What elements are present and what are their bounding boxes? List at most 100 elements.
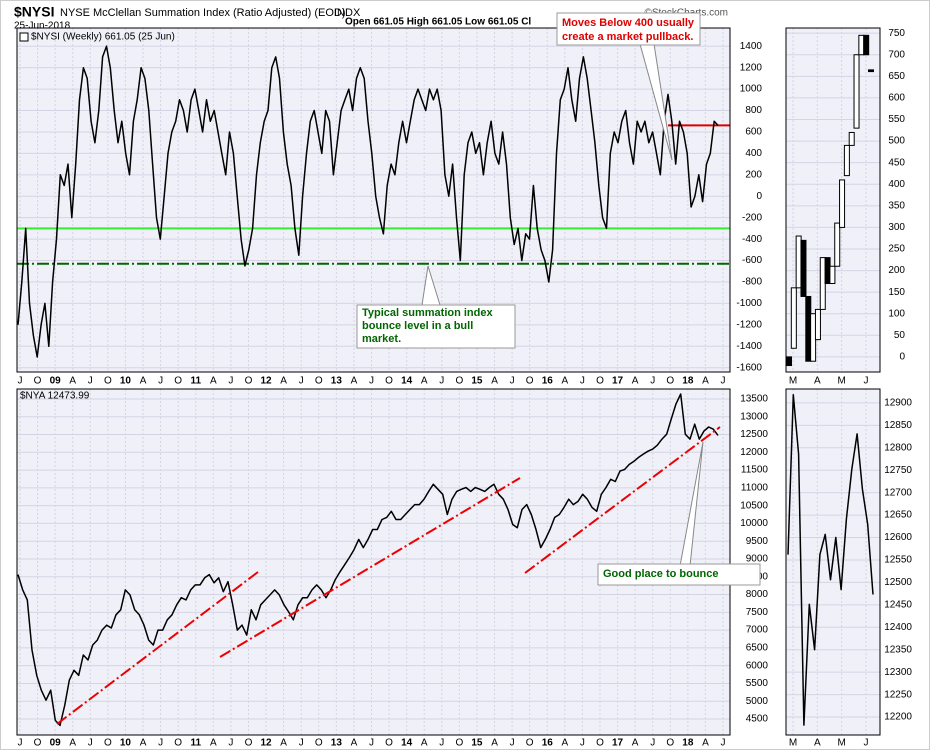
x-tick-label: J: [650, 738, 655, 749]
x-tick-label: A: [561, 738, 568, 749]
y-tick-label: 12250: [884, 689, 912, 700]
exchange: INDX: [334, 7, 361, 19]
y-tick-label: 13000: [740, 411, 768, 422]
x-tick-label: O: [666, 376, 674, 387]
y-tick-label: 9000: [746, 554, 769, 565]
x-tick-label: J: [439, 738, 444, 749]
candle: [805, 295, 812, 362]
quote: Open 661.05 High 661.05 Low 661.05 Cl: [345, 17, 531, 28]
symbol: $NYSI: [14, 4, 54, 20]
x-tick-label: J: [721, 376, 726, 387]
x-tick-label: A: [702, 738, 709, 749]
y-tick-label: 0: [756, 191, 762, 202]
y-tick-label: 12900: [884, 398, 912, 409]
y-tick-label: 12200: [884, 712, 912, 723]
candle: [795, 235, 802, 289]
y-tick-label: 450: [888, 157, 905, 168]
callout-text: create a market pullback.: [562, 31, 693, 43]
x-tick-label: A: [351, 376, 358, 387]
x-tick-label: J: [228, 376, 233, 387]
y-tick-label: 12600: [884, 532, 912, 543]
x-tick-label: A: [69, 738, 76, 749]
trend-lines: [56, 426, 721, 725]
callout-text: Typical summation index: [362, 307, 493, 319]
x-tick-label: A: [491, 738, 498, 749]
y-tick-label: 700: [888, 49, 905, 60]
candle: [824, 257, 831, 285]
x-tick-label: O: [34, 376, 42, 387]
price-line: [17, 45, 719, 358]
x-tick-label: O: [174, 376, 182, 387]
legend-check: [19, 32, 29, 42]
x-tick-label: J: [299, 376, 304, 387]
candle: [834, 222, 841, 267]
y-tick-label: 250: [888, 244, 905, 255]
x-tick-label: A: [351, 738, 358, 749]
y-tick-label: 150: [888, 287, 905, 298]
y-tick-label: 600: [745, 127, 762, 138]
legend-label: $NYSI (Weekly) 661.05 (25 Jun): [31, 32, 175, 43]
y-tick-label: 50: [894, 330, 906, 341]
x-tick-label: J: [864, 376, 869, 387]
y-tick-label: 600: [888, 93, 905, 104]
x-tick-label: 11: [190, 738, 201, 749]
y-tick-label: 12500: [884, 577, 912, 588]
x-tick-label: O: [596, 376, 604, 387]
x-tick-label: M: [837, 376, 845, 387]
x-tick-label: J: [299, 738, 304, 749]
x-tick-label: J: [580, 376, 585, 387]
x-tick-label: A: [421, 738, 428, 749]
candle: [790, 287, 797, 349]
x-tick-label: A: [69, 376, 76, 387]
callout-box: [597, 563, 761, 586]
x-tick-label: A: [632, 738, 639, 749]
x-tick-label: 12: [260, 738, 272, 749]
x-tick-label: J: [88, 376, 93, 387]
callout-text: bounce level in a bull: [362, 320, 473, 332]
callout-box: [556, 12, 701, 46]
x-tick-label: A: [814, 376, 821, 387]
candle: [858, 34, 865, 56]
trend-line: [524, 426, 721, 574]
index-name: NYSE McClellan Summation Index (Ratio Ad…: [60, 7, 346, 19]
x-tick-label: J: [439, 376, 444, 387]
x-tick-label: O: [666, 738, 674, 749]
y-tick-label: -600: [742, 255, 762, 266]
x-tick-label: J: [369, 376, 374, 387]
x-tick-label: 15: [471, 738, 483, 749]
x-tick-label: J: [18, 376, 23, 387]
y-tick-label: 7000: [746, 625, 769, 636]
candle: [863, 34, 870, 56]
x-tick-label: M: [789, 738, 797, 749]
x-tick-label: O: [526, 376, 534, 387]
candle: [848, 131, 855, 146]
x-tick-label: 13: [331, 738, 343, 749]
x-tick-label: 18: [682, 738, 694, 749]
x-tick-label: 09: [50, 738, 62, 749]
x-tick-label: J: [510, 738, 515, 749]
callout-text: market.: [362, 333, 401, 345]
y-tick-label: 350: [888, 200, 905, 211]
x-tick-label: 11: [190, 376, 201, 387]
x-tick-label: A: [280, 376, 287, 387]
plot-area: [17, 389, 730, 735]
y-tick-label: 200: [745, 169, 762, 180]
x-tick-label: J: [864, 738, 869, 749]
y-tick-label: 12650: [884, 510, 912, 521]
y-tick-label: 8000: [746, 589, 769, 600]
y-tick-label: 10000: [740, 518, 768, 529]
plot-border: [16, 27, 731, 373]
candle: [853, 54, 860, 129]
candle: [868, 69, 874, 73]
x-tick-label: O: [245, 376, 253, 387]
y-tick-label: 11000: [741, 482, 769, 493]
y-tick-label: 6500: [746, 643, 769, 654]
trend-line: [56, 571, 259, 725]
y-tick-label: 6000: [746, 660, 769, 671]
x-tick-label: A: [210, 738, 217, 749]
x-tick-label: J: [369, 738, 374, 749]
y-tick-label: 750: [888, 28, 905, 39]
y-tick-label: 12700: [884, 487, 912, 498]
x-tick-label: O: [455, 376, 463, 387]
